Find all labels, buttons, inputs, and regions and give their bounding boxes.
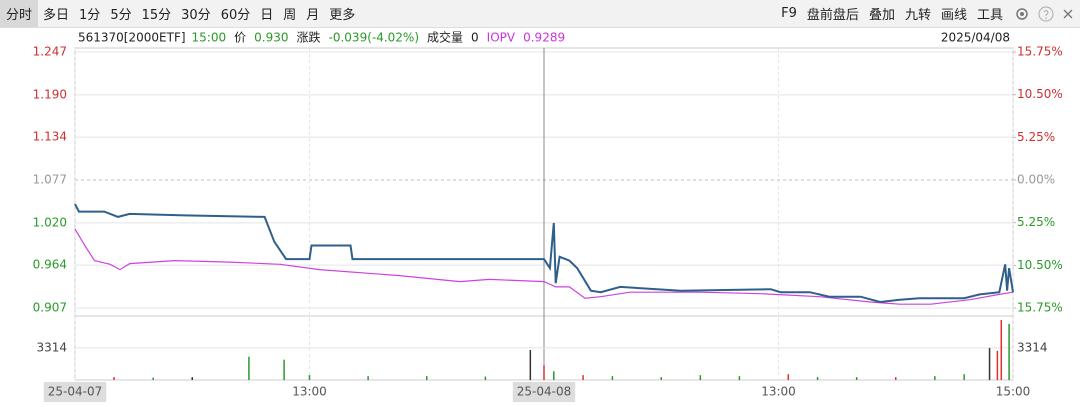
y2-tick-label: 0.00%	[1017, 173, 1055, 187]
date: 2025/04/08	[941, 31, 1010, 45]
y2-tick-label: 5.25%	[1017, 130, 1055, 144]
period-tab[interactable]: 30分	[181, 8, 211, 23]
code: 561370[2000ETF]	[78, 31, 186, 45]
y-tick-label: 1.077	[33, 173, 67, 187]
period-tab[interactable]: 日	[260, 8, 274, 23]
info-iopv: 0.9289	[523, 31, 565, 45]
x-tick-label: 25-04-07	[48, 385, 102, 399]
period-tab[interactable]: 60分	[220, 8, 251, 23]
tool-button[interactable]: 叠加	[868, 8, 895, 23]
price-line	[74, 203, 1014, 304]
tool-buttons: F9 盘前盘后 叠加 九转 画线 工具	[776, 4, 1008, 23]
x-tick-label: 15:00	[996, 385, 1031, 399]
info-iopv-label: IOPV	[487, 31, 516, 45]
volume-tick-label: 3314	[36, 340, 67, 354]
period-tab[interactable]: 多日	[43, 8, 70, 23]
x-tick-label: 13:00	[761, 385, 796, 399]
info-volume: 0	[471, 31, 479, 45]
period-tab[interactable]: 1分	[79, 8, 101, 23]
period-tab[interactable]: 月	[306, 8, 320, 23]
tool-button[interactable]: F9	[781, 6, 797, 21]
info-volume-label: 成交量	[427, 30, 463, 45]
y2-tick-label: 15.75%	[1017, 301, 1063, 315]
tool-button[interactable]: 工具	[976, 8, 1003, 23]
y-tick-label: 1.190	[33, 87, 67, 101]
x-tick-bg	[512, 382, 576, 402]
info-price-label: 价	[234, 31, 246, 45]
info-change-label: 涨跌	[297, 30, 321, 45]
price-line	[74, 228, 1014, 305]
info-change: -0.039(-4.02%)	[329, 31, 420, 45]
tool-button[interactable]: 画线	[940, 8, 967, 23]
info-time: 15:00	[192, 31, 227, 45]
volume-tick-label-right: 3314	[1017, 340, 1048, 354]
y-tick-label: 1.020	[33, 215, 67, 229]
y-tick-label: 0.964	[33, 258, 67, 272]
tool-button[interactable]: 盘前盘后	[806, 8, 859, 23]
close-icon[interactable]	[1062, 6, 1074, 22]
x-tick-label: 25-04-08	[517, 385, 571, 399]
y-tick-label: 1.134	[33, 130, 67, 144]
window-icons	[1014, 6, 1074, 22]
period-tab[interactable]: 5分	[110, 8, 132, 23]
x-tick-label: 13:00	[292, 385, 327, 399]
period-tab[interactable]: 周	[283, 8, 297, 23]
y-tick-label: 1.247	[33, 45, 67, 59]
y2-tick-label: 15.75%	[1017, 45, 1063, 59]
help-icon[interactable]	[1038, 6, 1054, 22]
settings-icon[interactable]	[1014, 6, 1030, 22]
y-tick-label: 0.907	[33, 301, 67, 315]
tool-button[interactable]: 九转	[904, 8, 931, 23]
toolbar: 分时 多日 1分 5分 15分 30分 60分日周月更多 F9 盘前盘后 叠加 九转 画线 工具	[0, 0, 1080, 28]
y2-tick-label: 10.50%	[1017, 87, 1063, 101]
y2-tick-label: 5.25%	[1017, 215, 1055, 229]
period-tab[interactable]: 分时	[0, 0, 39, 27]
info-price: 0.930	[254, 31, 288, 45]
period-tabs: 分时 多日 1分 5分 15分 30分 60分日周月更多	[0, 0, 360, 27]
period-tab[interactable]: 15分	[141, 8, 172, 23]
y2-tick-label: 10.50%	[1017, 258, 1063, 272]
period-tab[interactable]: 更多	[329, 8, 356, 23]
x-tick-bg	[43, 382, 107, 402]
